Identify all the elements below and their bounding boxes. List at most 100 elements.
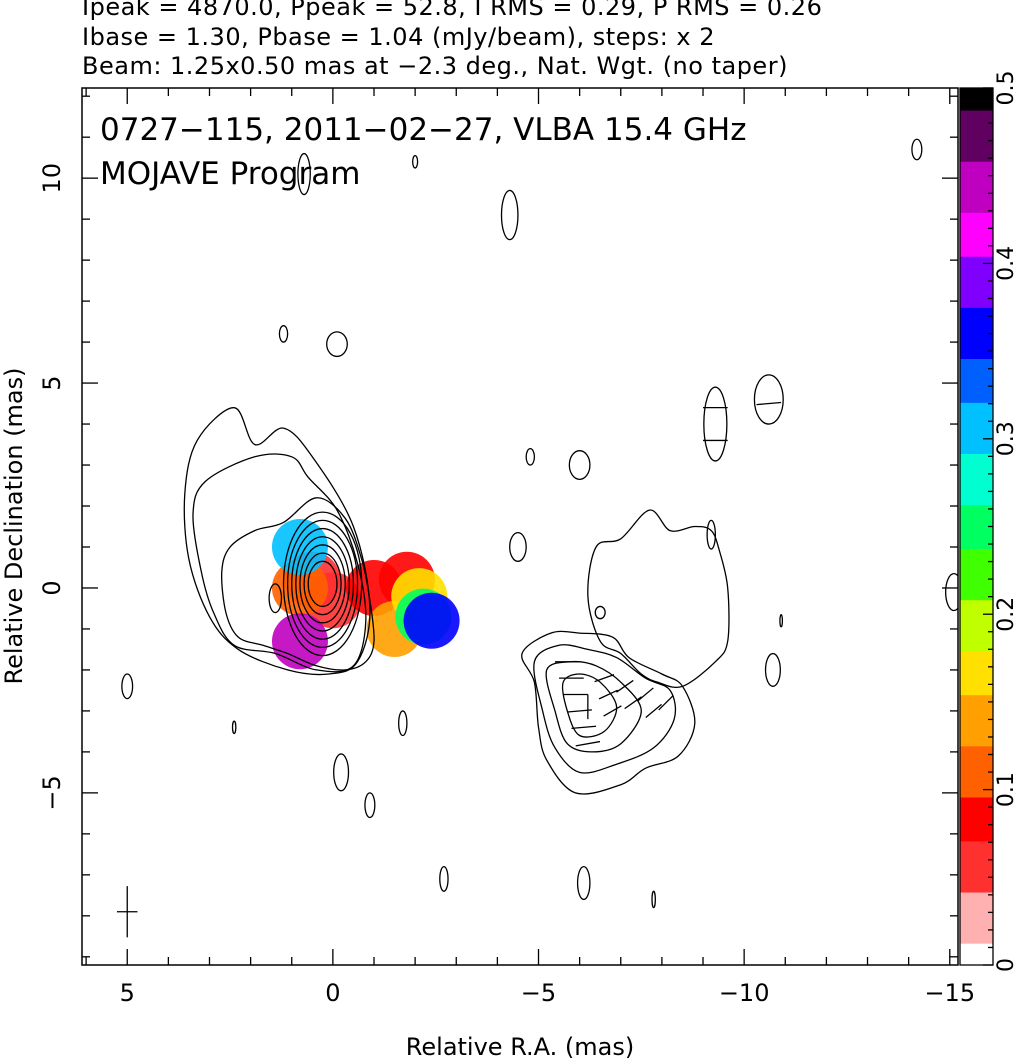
colorbar-segment <box>960 307 993 316</box>
x-tick-label: −10 <box>719 979 770 1007</box>
colorbar-segment <box>960 124 993 133</box>
colorbar-segment <box>960 694 993 703</box>
colorbar-segment <box>960 723 993 732</box>
small-contour <box>764 652 781 687</box>
polarization-pixel <box>403 592 460 649</box>
colorbar-segment <box>960 884 993 893</box>
colorbar-segment <box>960 658 993 666</box>
colorbar-tick-label: 0.3 <box>994 421 1019 456</box>
evpa-vectors <box>554 401 782 747</box>
colorbar-segment <box>960 855 993 864</box>
colorbar-segment <box>960 767 993 776</box>
colorbar-segment <box>960 862 993 871</box>
colorbar-segment <box>960 943 993 951</box>
polarization-pixel <box>271 613 328 670</box>
colorbar-segment <box>960 299 993 308</box>
colorbar-segment <box>960 153 993 162</box>
small-contour <box>268 583 283 614</box>
colorbar-segment <box>960 343 993 352</box>
colorbar-segment <box>960 460 993 469</box>
colorbar-segment <box>960 731 993 740</box>
colorbar-segment <box>960 848 993 856</box>
evpa-vector <box>645 703 662 719</box>
small-contour <box>278 325 289 343</box>
colorbar-tick-label: 0 <box>994 958 1019 972</box>
small-contour <box>779 613 784 628</box>
jet-contour <box>545 660 642 753</box>
small-contour <box>500 189 519 241</box>
colorbar-segment <box>960 935 993 944</box>
colorbar-segment <box>960 950 993 959</box>
colorbar-segment <box>960 774 993 783</box>
x-tick-label: −5 <box>521 979 556 1007</box>
colorbar-segment <box>960 519 993 528</box>
small-contour <box>398 710 408 737</box>
evpa-vector <box>575 740 601 747</box>
restoring-beam <box>116 886 138 938</box>
colorbar-segment <box>960 292 993 301</box>
outer-contour <box>192 453 367 673</box>
colorbar-segment <box>960 840 993 849</box>
header-line-3: Beam: 1.25x0.50 mas at −2.3 deg., Nat. W… <box>82 52 788 80</box>
colorbar-segment <box>960 248 993 257</box>
colorbar-segment <box>960 541 993 550</box>
small-contour <box>509 531 527 562</box>
colorbar-segment <box>960 584 993 593</box>
colorbar-segment <box>960 833 993 842</box>
colorbar-segment <box>960 621 993 630</box>
jet-contour <box>533 644 677 774</box>
colorbar-segment <box>960 424 993 433</box>
colorbar-segment <box>960 687 993 696</box>
small-contour <box>706 519 717 550</box>
small-contour <box>326 331 348 358</box>
colorbar-segment <box>960 716 993 725</box>
core-contour <box>291 527 355 640</box>
jet-contour <box>561 673 618 738</box>
colorbar-segment <box>960 358 993 367</box>
colorbar-segment <box>960 628 993 637</box>
small-contour <box>364 792 376 819</box>
colorbar-segment <box>960 899 993 908</box>
colorbar-segment <box>960 511 993 520</box>
colorbar-segment <box>960 409 993 418</box>
colorbar-tick-label: 0.1 <box>994 772 1019 807</box>
colorbar-segment <box>960 278 993 286</box>
colorbar-segment <box>960 219 993 228</box>
colorbar-segment <box>960 789 993 798</box>
colorbar-segment <box>960 913 993 922</box>
outer-contour <box>183 407 371 676</box>
colorbar-segment <box>960 709 993 718</box>
colorbar-segment <box>960 88 993 96</box>
header-line-2: Ibase = 1.30, Pbase = 1.04 (mJy/beam), s… <box>82 23 716 51</box>
outer-contour <box>221 497 375 671</box>
small-contour <box>121 673 134 700</box>
small-contour <box>412 154 419 169</box>
header-line-1: Ipeak = 4870.0, Ppeak = 52.8, I RMS = 0.… <box>82 0 823 21</box>
small-contour <box>297 152 311 196</box>
evpa-vector <box>624 696 642 710</box>
small-contour <box>576 865 591 901</box>
colorbar-segment <box>960 928 993 937</box>
colorbar-segment <box>960 891 993 900</box>
evpa-vector <box>756 401 782 406</box>
colorbar-segment <box>960 314 993 323</box>
colorbar-segment <box>960 592 993 601</box>
colorbar-segment <box>960 438 993 447</box>
y-tick-label: 0 <box>38 580 66 595</box>
colorbar-segment <box>960 782 993 791</box>
colorbar-segment <box>960 197 993 206</box>
colorbar-segment <box>960 957 993 966</box>
colorbar-segment <box>960 818 993 827</box>
colorbar-segment <box>960 285 993 294</box>
total-intensity-contours <box>121 138 958 909</box>
source-annotation: 0727−115, 2011−02−27, VLBA 15.4 GHz <box>100 112 746 148</box>
axes: 5 0 −5 −10 −15 10 5 0 −5 <box>38 88 975 1007</box>
x-tick-label: 5 <box>120 979 135 1007</box>
colorbar-tick-label: 0.2 <box>994 597 1019 632</box>
colorbar-segment <box>960 394 993 403</box>
colorbar-segment <box>960 380 993 389</box>
x-tick-label: −15 <box>924 979 975 1007</box>
colorbar-segment <box>960 431 993 440</box>
program-annotation: MOJAVE Program <box>100 156 360 192</box>
extended-contour <box>587 509 730 689</box>
